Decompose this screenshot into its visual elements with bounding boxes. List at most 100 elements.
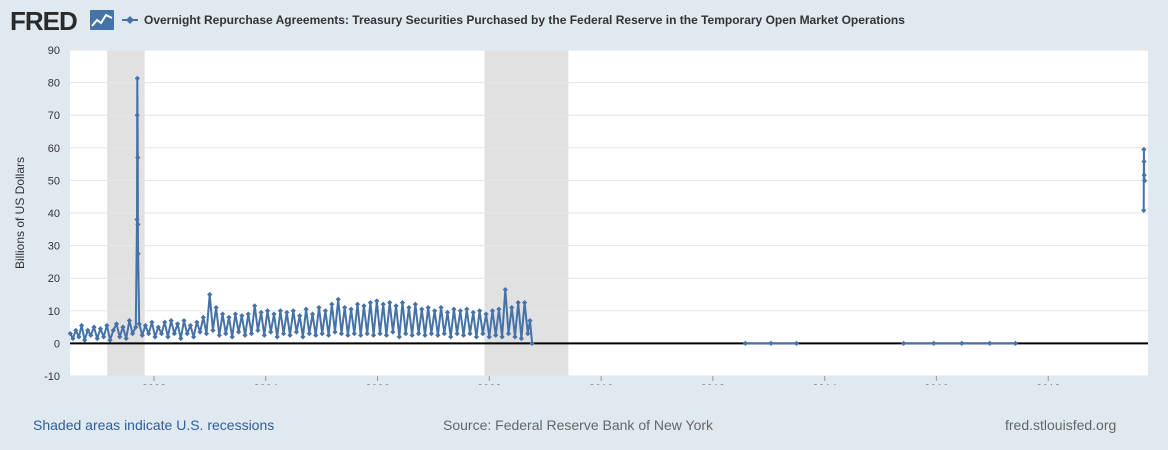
y-tick-label: 80 (48, 78, 60, 90)
data-point (387, 300, 393, 306)
data-point (123, 335, 129, 342)
data-point (223, 331, 229, 337)
data-point (441, 331, 447, 337)
data-point (216, 332, 222, 338)
data-point (162, 319, 168, 325)
data-point (82, 337, 88, 343)
data-point (422, 332, 428, 338)
data-point (178, 335, 184, 342)
y-tick-label: 70 (48, 110, 60, 122)
data-point (415, 331, 422, 337)
data-point (88, 332, 94, 338)
x-tick-label: 2004 (253, 383, 277, 385)
data-point (525, 331, 531, 337)
data-point (219, 311, 226, 317)
data-point (345, 332, 351, 338)
data-point (184, 331, 190, 337)
data-point (149, 319, 155, 325)
data-point (451, 306, 457, 312)
data-point (191, 334, 197, 340)
data-point (229, 334, 235, 340)
data-point (306, 331, 312, 337)
data-point (171, 331, 177, 337)
line-graph-icon (90, 10, 114, 30)
data-point (274, 334, 280, 340)
data-point (174, 321, 181, 327)
y-tick-label: 90 (48, 45, 60, 57)
data-point (377, 331, 383, 337)
data-point (354, 301, 361, 307)
x-tick-label: 2018 (1036, 383, 1060, 385)
line-with-diamond-icon (122, 16, 138, 24)
data-point (768, 340, 774, 346)
data-point (486, 334, 492, 340)
data-point (70, 335, 76, 342)
data-point (351, 331, 357, 337)
data-point (181, 317, 187, 324)
data-point (367, 300, 373, 306)
data-point (522, 300, 528, 306)
data-point (303, 306, 309, 312)
data-point (383, 332, 390, 338)
data-point (499, 334, 505, 340)
data-point (1141, 146, 1147, 153)
data-point (248, 331, 255, 337)
data-point (473, 334, 480, 340)
source-text: Source: Federal Reserve Bank of New York (443, 417, 714, 433)
data-point (264, 308, 271, 314)
data-point (242, 332, 248, 338)
data-point (959, 340, 965, 346)
x-tick-label: 2010 (589, 383, 613, 385)
data-point (139, 332, 145, 338)
data-point (197, 329, 203, 335)
data-point (146, 331, 152, 337)
data-point (393, 303, 399, 309)
data-point (390, 329, 396, 335)
data-point (313, 332, 319, 338)
data-point (1012, 340, 1019, 346)
x-tick-label: 2014 (812, 383, 836, 385)
data-point (512, 334, 518, 340)
data-point (258, 309, 264, 316)
data-point (325, 332, 332, 338)
data-point (207, 291, 213, 298)
fred-logo[interactable]: FRED (10, 6, 78, 36)
data-point (793, 340, 800, 346)
recessions-note-link[interactable]: Shaded areas indicate U.S. recessions (33, 417, 275, 433)
y-tick-label: 10 (48, 306, 60, 318)
data-point (134, 112, 140, 118)
data-point (444, 309, 451, 316)
data-point (213, 304, 219, 311)
data-point (113, 321, 120, 327)
data-point (85, 327, 91, 333)
data-point (245, 311, 251, 317)
data-point (467, 331, 473, 337)
data-point (505, 331, 512, 337)
data-point (271, 311, 277, 317)
data-point (1141, 158, 1147, 165)
data-point (134, 216, 140, 223)
data-point (135, 251, 141, 257)
data-point (409, 332, 415, 338)
chart-plot: -10 0 10 20 30 40 50 60 70 80 90 2002 2004 2006 2008 20… (13, 45, 1148, 385)
data-point (281, 331, 287, 337)
data-point (168, 317, 174, 324)
data-point (931, 340, 937, 346)
y-tick-label: 30 (48, 241, 60, 253)
site-link[interactable]: fred.stlouisfed.org (1005, 417, 1117, 433)
data-point (134, 75, 140, 81)
data-point (194, 319, 200, 325)
data-point (464, 306, 470, 312)
data-point (158, 331, 165, 337)
data-point (187, 322, 194, 329)
data-point (370, 332, 377, 338)
data-point (515, 300, 521, 306)
data-point (987, 340, 993, 346)
data-point (364, 331, 370, 337)
data-point (412, 301, 418, 307)
data-point (509, 304, 515, 311)
data-point (261, 332, 267, 338)
data-point (374, 298, 380, 304)
data-point (252, 303, 258, 309)
data-point (290, 308, 296, 314)
